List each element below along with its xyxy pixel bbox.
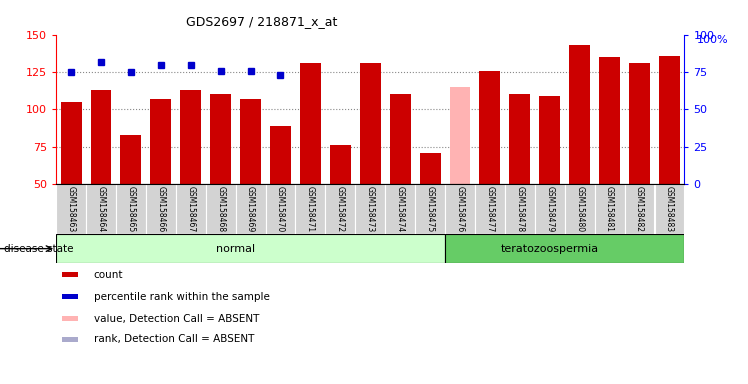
Bar — [236, 184, 266, 234]
Text: GSM158477: GSM158477 — [485, 186, 494, 232]
Bar — [355, 184, 385, 234]
Text: GSM158470: GSM158470 — [276, 186, 285, 232]
Bar — [535, 184, 565, 234]
Text: teratozoospermia: teratozoospermia — [500, 243, 599, 254]
Text: GSM158475: GSM158475 — [426, 186, 435, 232]
Text: GSM158471: GSM158471 — [306, 186, 315, 232]
Bar — [475, 184, 505, 234]
Bar — [629, 63, 650, 259]
Bar — [625, 184, 654, 234]
Text: GSM158472: GSM158472 — [336, 186, 345, 232]
Text: GSM158468: GSM158468 — [216, 186, 225, 232]
Text: value, Detection Call = ABSENT: value, Detection Call = ABSENT — [94, 314, 259, 324]
Bar — [62, 336, 78, 342]
Text: GSM158467: GSM158467 — [186, 186, 195, 232]
Bar — [56, 234, 445, 263]
Text: GSM158465: GSM158465 — [126, 186, 135, 232]
Text: GSM158474: GSM158474 — [396, 186, 405, 232]
Bar — [390, 94, 411, 259]
Bar — [385, 184, 415, 234]
Text: GSM158466: GSM158466 — [156, 186, 165, 232]
Bar — [479, 71, 500, 259]
Bar — [569, 45, 590, 259]
Bar — [210, 94, 231, 259]
Bar — [445, 234, 684, 263]
Bar — [56, 184, 86, 234]
Text: count: count — [94, 270, 123, 280]
Bar — [295, 184, 325, 234]
Text: percentile rank within the sample: percentile rank within the sample — [94, 292, 270, 302]
Bar — [270, 126, 291, 259]
Bar — [659, 56, 680, 259]
Bar — [206, 184, 236, 234]
Text: rank, Detection Call = ABSENT: rank, Detection Call = ABSENT — [94, 334, 254, 344]
Bar — [86, 184, 116, 234]
Bar — [146, 184, 176, 234]
Bar — [62, 272, 78, 277]
Bar — [176, 184, 206, 234]
Bar — [445, 184, 475, 234]
Bar — [450, 87, 470, 259]
Bar — [180, 90, 201, 259]
Bar — [595, 184, 625, 234]
Bar — [539, 96, 560, 259]
Bar — [91, 90, 111, 259]
Bar — [325, 184, 355, 234]
Bar — [120, 135, 141, 259]
Text: GSM158464: GSM158464 — [96, 186, 105, 232]
Text: normal: normal — [216, 243, 255, 254]
Bar — [505, 184, 535, 234]
Text: GSM158469: GSM158469 — [246, 186, 255, 232]
Text: 100%: 100% — [697, 35, 729, 45]
Bar — [62, 316, 78, 321]
Bar — [150, 99, 171, 259]
Text: GSM158481: GSM158481 — [605, 186, 614, 232]
Bar — [240, 99, 261, 259]
Bar — [509, 94, 530, 259]
Bar — [330, 146, 351, 259]
Bar — [415, 184, 445, 234]
Text: disease state: disease state — [4, 243, 73, 254]
Bar — [360, 63, 381, 259]
Bar — [654, 184, 684, 234]
Text: GSM158479: GSM158479 — [545, 186, 554, 232]
Bar — [300, 63, 321, 259]
Text: GSM158473: GSM158473 — [366, 186, 375, 232]
Text: GSM158482: GSM158482 — [635, 186, 644, 232]
Text: GDS2697 / 218871_x_at: GDS2697 / 218871_x_at — [186, 15, 337, 28]
Text: GSM158480: GSM158480 — [575, 186, 584, 232]
Bar — [565, 184, 595, 234]
Bar — [266, 184, 295, 234]
Text: GSM158476: GSM158476 — [456, 186, 465, 232]
Bar — [61, 102, 82, 259]
Text: GSM158483: GSM158483 — [665, 186, 674, 232]
Text: GSM158478: GSM158478 — [515, 186, 524, 232]
Text: GSM158463: GSM158463 — [67, 186, 76, 232]
Bar — [116, 184, 146, 234]
Bar — [62, 294, 78, 300]
Bar — [420, 153, 441, 259]
Bar — [599, 57, 620, 259]
